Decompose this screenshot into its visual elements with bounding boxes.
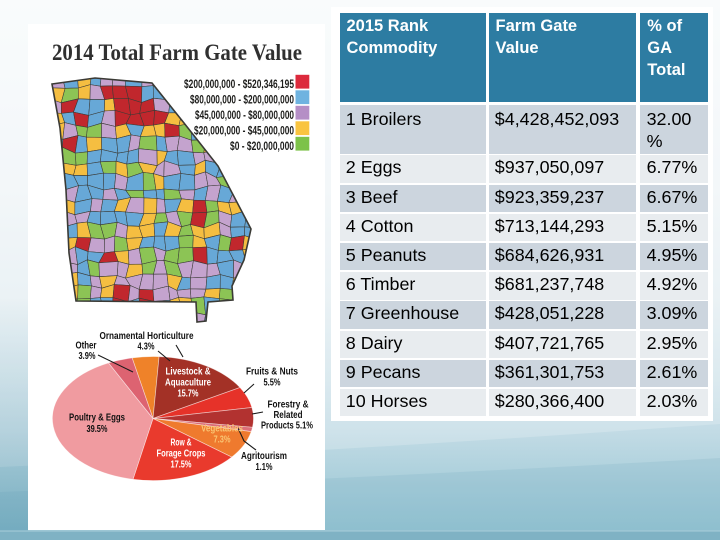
svg-text:Poultry & Eggs: Poultry & Eggs xyxy=(69,413,125,424)
svg-text:Row &: Row & xyxy=(171,438,192,449)
svg-text:Other: Other xyxy=(76,341,97,352)
svg-text:$0 - $20,000,000: $0 - $20,000,000 xyxy=(230,141,294,153)
svg-text:3.9%: 3.9% xyxy=(79,351,96,362)
svg-text:Ornamental Horticulture: Ornamental Horticulture xyxy=(100,331,194,342)
svg-text:Aquaculture: Aquaculture xyxy=(165,378,211,389)
svg-text:$45,000,000 - $80,000,000: $45,000,000 - $80,000,000 xyxy=(195,110,294,122)
svg-text:2014 Total Farm Gate Value: 2014 Total Farm Gate Value xyxy=(52,40,302,65)
svg-text:5.5%: 5.5% xyxy=(264,378,281,389)
svg-text:Related: Related xyxy=(274,410,303,421)
svg-text:1.1%: 1.1% xyxy=(256,462,273,473)
svg-text:$200,000,000 - $520,346,195: $200,000,000 - $520,346,195 xyxy=(184,79,294,91)
svg-text:Fruits & Nuts: Fruits & Nuts xyxy=(246,367,298,378)
svg-text:39.5%: 39.5% xyxy=(87,424,108,435)
svg-text:Products 5.1%: Products 5.1% xyxy=(261,421,313,432)
svg-text:Livestock &: Livestock & xyxy=(166,367,211,378)
svg-text:Agritourism: Agritourism xyxy=(241,451,287,462)
svg-text:7.3%: 7.3% xyxy=(214,435,231,446)
svg-text:Forestry &: Forestry & xyxy=(268,400,309,411)
svg-text:17.5%: 17.5% xyxy=(171,460,192,471)
svg-text:Forage Crops: Forage Crops xyxy=(157,449,206,460)
svg-text:4.3%: 4.3% xyxy=(138,342,155,353)
svg-text:$80,000,000 - $200,000,000: $80,000,000 - $200,000,000 xyxy=(190,95,294,107)
svg-text:15.7%: 15.7% xyxy=(178,389,199,400)
svg-text:Vegetables: Vegetables xyxy=(201,424,243,435)
svg-text:$20,000,000 - $45,000,000: $20,000,000 - $45,000,000 xyxy=(194,126,294,138)
